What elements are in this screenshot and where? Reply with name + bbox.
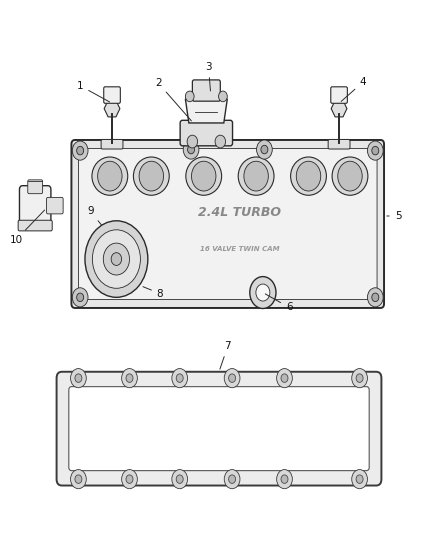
Text: 3: 3 — [205, 62, 212, 91]
Circle shape — [356, 475, 363, 483]
Circle shape — [372, 293, 379, 302]
Circle shape — [224, 368, 240, 387]
Circle shape — [187, 146, 194, 154]
FancyBboxPatch shape — [192, 80, 220, 101]
Text: 1: 1 — [77, 81, 110, 102]
Circle shape — [356, 374, 363, 382]
Ellipse shape — [332, 157, 368, 195]
FancyBboxPatch shape — [104, 87, 120, 103]
Circle shape — [224, 470, 240, 489]
Circle shape — [183, 140, 199, 159]
Circle shape — [172, 470, 187, 489]
FancyBboxPatch shape — [180, 120, 233, 146]
Circle shape — [139, 161, 163, 191]
Circle shape — [191, 161, 216, 191]
Circle shape — [250, 277, 276, 309]
Circle shape — [261, 293, 268, 302]
Text: 6: 6 — [265, 294, 293, 312]
Text: 9: 9 — [87, 206, 102, 225]
Circle shape — [215, 135, 226, 148]
Circle shape — [338, 161, 362, 191]
Ellipse shape — [134, 157, 169, 195]
Circle shape — [172, 368, 187, 387]
FancyBboxPatch shape — [69, 386, 369, 471]
Circle shape — [352, 368, 367, 387]
Circle shape — [126, 475, 133, 483]
FancyBboxPatch shape — [71, 140, 384, 308]
Circle shape — [367, 141, 383, 160]
Circle shape — [75, 374, 82, 382]
Circle shape — [77, 293, 84, 302]
Circle shape — [185, 91, 194, 102]
Circle shape — [229, 374, 236, 382]
FancyBboxPatch shape — [331, 87, 347, 103]
Ellipse shape — [238, 157, 274, 195]
Circle shape — [261, 146, 268, 154]
Circle shape — [126, 374, 133, 382]
Polygon shape — [331, 100, 347, 117]
Text: 4: 4 — [341, 77, 367, 101]
Circle shape — [229, 475, 236, 483]
Circle shape — [277, 470, 292, 489]
Circle shape — [72, 141, 88, 160]
Text: 2.4L TURBO: 2.4L TURBO — [198, 206, 282, 219]
Text: 7: 7 — [220, 341, 231, 369]
Text: 2: 2 — [155, 78, 191, 121]
Circle shape — [281, 475, 288, 483]
Circle shape — [257, 288, 272, 307]
Circle shape — [256, 284, 270, 301]
Circle shape — [176, 475, 183, 483]
Text: 10: 10 — [9, 210, 45, 245]
Polygon shape — [185, 99, 227, 123]
Circle shape — [122, 470, 138, 489]
Circle shape — [244, 161, 268, 191]
Circle shape — [176, 374, 183, 382]
Circle shape — [219, 91, 227, 102]
Circle shape — [71, 368, 86, 387]
Circle shape — [277, 368, 292, 387]
Circle shape — [72, 288, 88, 307]
FancyBboxPatch shape — [57, 372, 381, 486]
Text: 8: 8 — [143, 287, 163, 298]
Ellipse shape — [290, 157, 326, 195]
Polygon shape — [104, 100, 120, 117]
Circle shape — [103, 243, 130, 275]
Circle shape — [187, 135, 198, 148]
Circle shape — [257, 140, 272, 159]
Circle shape — [111, 253, 122, 265]
FancyBboxPatch shape — [19, 185, 51, 228]
Text: 16 VALVE TWIN CAM: 16 VALVE TWIN CAM — [200, 246, 280, 253]
Circle shape — [281, 374, 288, 382]
Circle shape — [85, 221, 148, 297]
FancyBboxPatch shape — [101, 140, 123, 149]
Text: 5: 5 — [387, 211, 401, 221]
Circle shape — [296, 161, 321, 191]
FancyBboxPatch shape — [18, 220, 52, 231]
Circle shape — [122, 368, 138, 387]
Circle shape — [98, 161, 122, 191]
Ellipse shape — [186, 157, 222, 195]
Circle shape — [71, 470, 86, 489]
FancyBboxPatch shape — [46, 197, 63, 214]
FancyBboxPatch shape — [328, 140, 350, 149]
Circle shape — [352, 470, 367, 489]
Circle shape — [75, 475, 82, 483]
FancyBboxPatch shape — [28, 180, 42, 193]
Circle shape — [92, 230, 141, 288]
Circle shape — [367, 288, 383, 307]
Ellipse shape — [92, 157, 128, 195]
Circle shape — [77, 147, 84, 155]
Circle shape — [372, 147, 379, 155]
FancyBboxPatch shape — [78, 149, 377, 300]
